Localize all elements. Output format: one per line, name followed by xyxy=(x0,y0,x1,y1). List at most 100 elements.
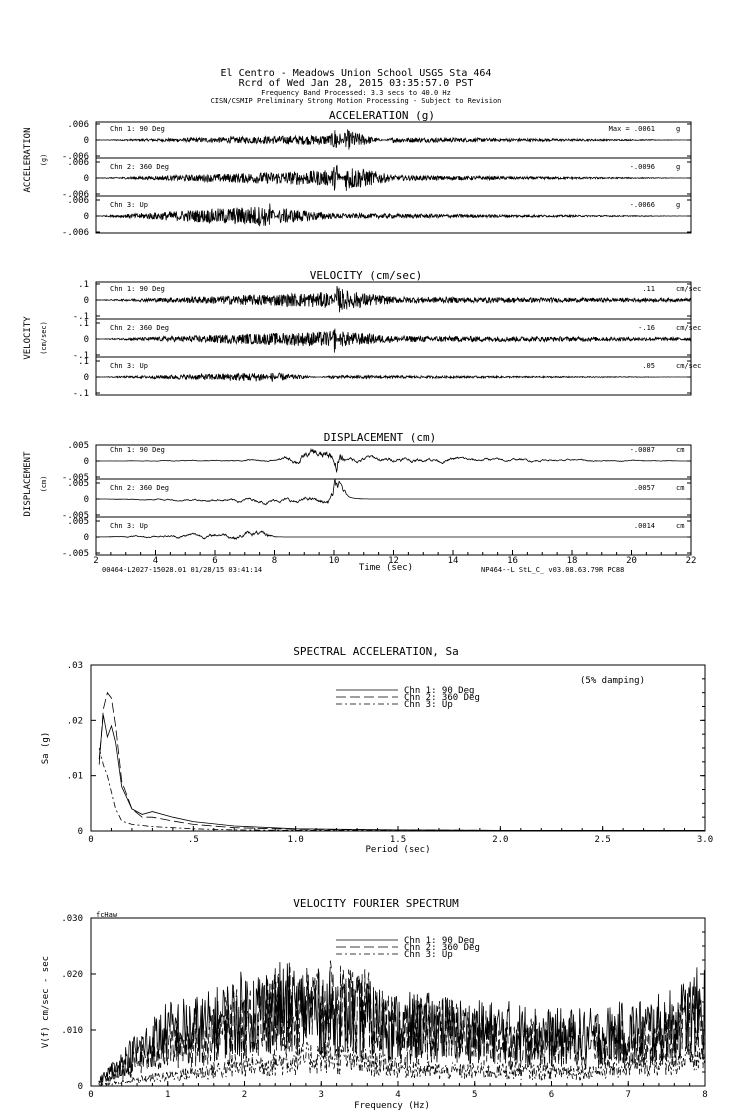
y-tick-label: .1 xyxy=(78,357,89,367)
vf-x-tick-label: 5 xyxy=(472,1090,477,1100)
x-tick-label: 18 xyxy=(567,556,578,566)
sa-series-1 xyxy=(98,714,705,831)
y-tick-label: 0 xyxy=(84,533,89,543)
sa-x-tick-label: 1.5 xyxy=(390,835,406,845)
sa-x-tick-label: 2.5 xyxy=(595,835,611,845)
y-tick-label: .005 xyxy=(67,441,89,451)
channel-name: Chn 2: 360 Deg xyxy=(110,324,169,332)
channel-name: Chn 3: Up xyxy=(110,201,148,209)
peak-value: .11 xyxy=(642,285,655,293)
y-tick-label: 0 xyxy=(84,296,89,306)
waveform-disp-3 xyxy=(96,530,691,540)
sa-y-tick-label: .01 xyxy=(67,772,83,782)
sa-x-tick-label: .5 xyxy=(188,835,199,845)
acceleration-side-unit: (g) xyxy=(40,154,48,167)
peak-value: .0014 xyxy=(634,522,655,530)
peak-unit: cm xyxy=(676,446,684,454)
channel-name: Chn 1: 90 Deg xyxy=(110,125,165,133)
vf-x-tick-label: 0 xyxy=(88,1090,93,1100)
y-tick-label: -.006 xyxy=(62,190,89,200)
damping-note: (5% damping) xyxy=(580,676,645,686)
fourier-x-label: Frequency (Hz) xyxy=(354,1101,430,1111)
fourier-spectrum-chart: VELOCITY FOURIER SPECTRUM fcHaw V(f) cm/… xyxy=(41,897,708,1111)
vf-x-tick-label: 1 xyxy=(165,1090,170,1100)
velocity-title: VELOCITY (cm/sec) xyxy=(310,269,423,282)
waveform-disp-2 xyxy=(96,478,691,506)
frequency-band: Frequency Band Processed: 3.3 secs to 40… xyxy=(261,89,451,97)
peak-unit: cm/sec xyxy=(676,324,701,332)
sa-legend-label: Chn 3: Up xyxy=(404,700,453,710)
velocity-side-label: VELOCITY xyxy=(23,316,33,360)
record-header: El Centro - Meadows Union School USGS St… xyxy=(211,68,502,105)
vf-y-tick-label: .020 xyxy=(61,970,83,980)
sa-legend-label: Chn 1: 90 Deg xyxy=(404,686,474,696)
acc-channel-1: .006 0 -.006 Chn 1: 90 Deg Max = .0061 g xyxy=(62,120,691,162)
waveform-disp-1 xyxy=(96,447,691,474)
sa-legend-label: Chn 2: 360 Deg xyxy=(404,693,480,703)
velocity-side-unit: (cm/sec) xyxy=(40,321,48,355)
vf-y-tick-label: 0 xyxy=(78,1082,83,1092)
y-tick-label: -.006 xyxy=(62,228,89,238)
peak-unit: g xyxy=(676,163,680,171)
waveform-vel-2 xyxy=(96,328,692,353)
peak-value: -.0096 xyxy=(630,163,655,171)
sa-y-tick-label: .02 xyxy=(67,716,83,726)
peak-unit: g xyxy=(676,201,680,209)
x-tick-label: 6 xyxy=(212,556,217,566)
file-id-footer: 00464-L2027-15028.01 01/28/15 03:41:14 xyxy=(102,566,262,574)
displacement-side-unit: (cm) xyxy=(40,476,48,493)
y-tick-label: -.005 xyxy=(62,511,89,521)
channel-name: Chn 2: 360 Deg xyxy=(110,484,169,492)
vf-series-1 xyxy=(98,961,706,1083)
vel-channel-2: .1 0 -.1 Chn 2: 360 Deg -.16 cm/sec xyxy=(73,318,701,361)
peak-unit: cm/sec xyxy=(676,285,701,293)
vf-series-3 xyxy=(98,1041,706,1087)
peak-value: .05 xyxy=(642,362,655,370)
y-tick-label: 0 xyxy=(84,136,89,146)
peak-value: Max = .0061 xyxy=(609,125,655,133)
y-tick-label: -.1 xyxy=(73,389,89,399)
peak-value: -.0087 xyxy=(630,446,655,454)
displacement-side-label: DISPLACEMENT xyxy=(23,451,33,517)
waveform-vel-1 xyxy=(96,285,692,313)
sa-y-tick-label: .03 xyxy=(67,661,83,671)
peak-unit: cm xyxy=(676,522,684,530)
y-tick-label: -.005 xyxy=(62,549,89,559)
y-tick-label: .005 xyxy=(67,479,89,489)
x-tick-label: 2 xyxy=(93,556,98,566)
peak-unit: cm xyxy=(676,484,684,492)
channel-name: Chn 3: Up xyxy=(110,362,148,370)
y-tick-label: 0 xyxy=(84,457,89,467)
vf-x-tick-label: 4 xyxy=(395,1090,400,1100)
y-tick-label: 0 xyxy=(84,212,89,222)
x-tick-label: 14 xyxy=(448,556,459,566)
spectral-title: SPECTRAL ACCELERATION, Sa xyxy=(293,645,459,658)
waveform-acc-1 xyxy=(96,128,691,150)
version-footer: NP464--L StL_C_ v03.08.63.79R PC88 xyxy=(481,566,624,574)
acceleration-side-label: ACCELERATION xyxy=(23,127,33,192)
vf-x-tick-label: 2 xyxy=(242,1090,247,1100)
acc-channel-3: .006 0 -.006 Chn 3: Up -.0066 g xyxy=(62,195,691,238)
displacement-title: DISPLACEMENT (cm) xyxy=(324,431,437,444)
y-tick-label: -.005 xyxy=(62,473,89,483)
peak-value: -.16 xyxy=(638,324,655,332)
channel-name: Chn 2: 360 Deg xyxy=(110,163,169,171)
sa-y-tick-label: 0 xyxy=(78,827,83,837)
time-x-axis: 2 4 6 8 10 12 14 16 18 20 22 xyxy=(93,550,696,566)
processing-note: CISN/CSMIP Preliminary Strong Motion Pro… xyxy=(211,97,502,105)
waveform-acc-2 xyxy=(96,164,691,191)
y-tick-label: 0 xyxy=(84,373,89,383)
x-tick-label: 10 xyxy=(329,556,340,566)
y-tick-label: -.1 xyxy=(73,312,89,322)
vf-legend-label: Chn 1: 90 Deg xyxy=(404,936,474,946)
peak-value: -.0066 xyxy=(630,201,655,209)
x-tick-label: 4 xyxy=(153,556,158,566)
disp-channel-1: .005 0 -.005 Chn 1: 90 Deg -.0087 cm xyxy=(62,441,691,483)
sa-series-3 xyxy=(98,747,705,832)
y-tick-label: 0 xyxy=(84,174,89,184)
y-tick-label: 0 xyxy=(84,335,89,345)
sa-x-tick-label: 0 xyxy=(88,835,93,845)
vf-legend-label: Chn 2: 360 Deg xyxy=(404,943,480,953)
channel-name: Chn 1: 90 Deg xyxy=(110,446,165,454)
